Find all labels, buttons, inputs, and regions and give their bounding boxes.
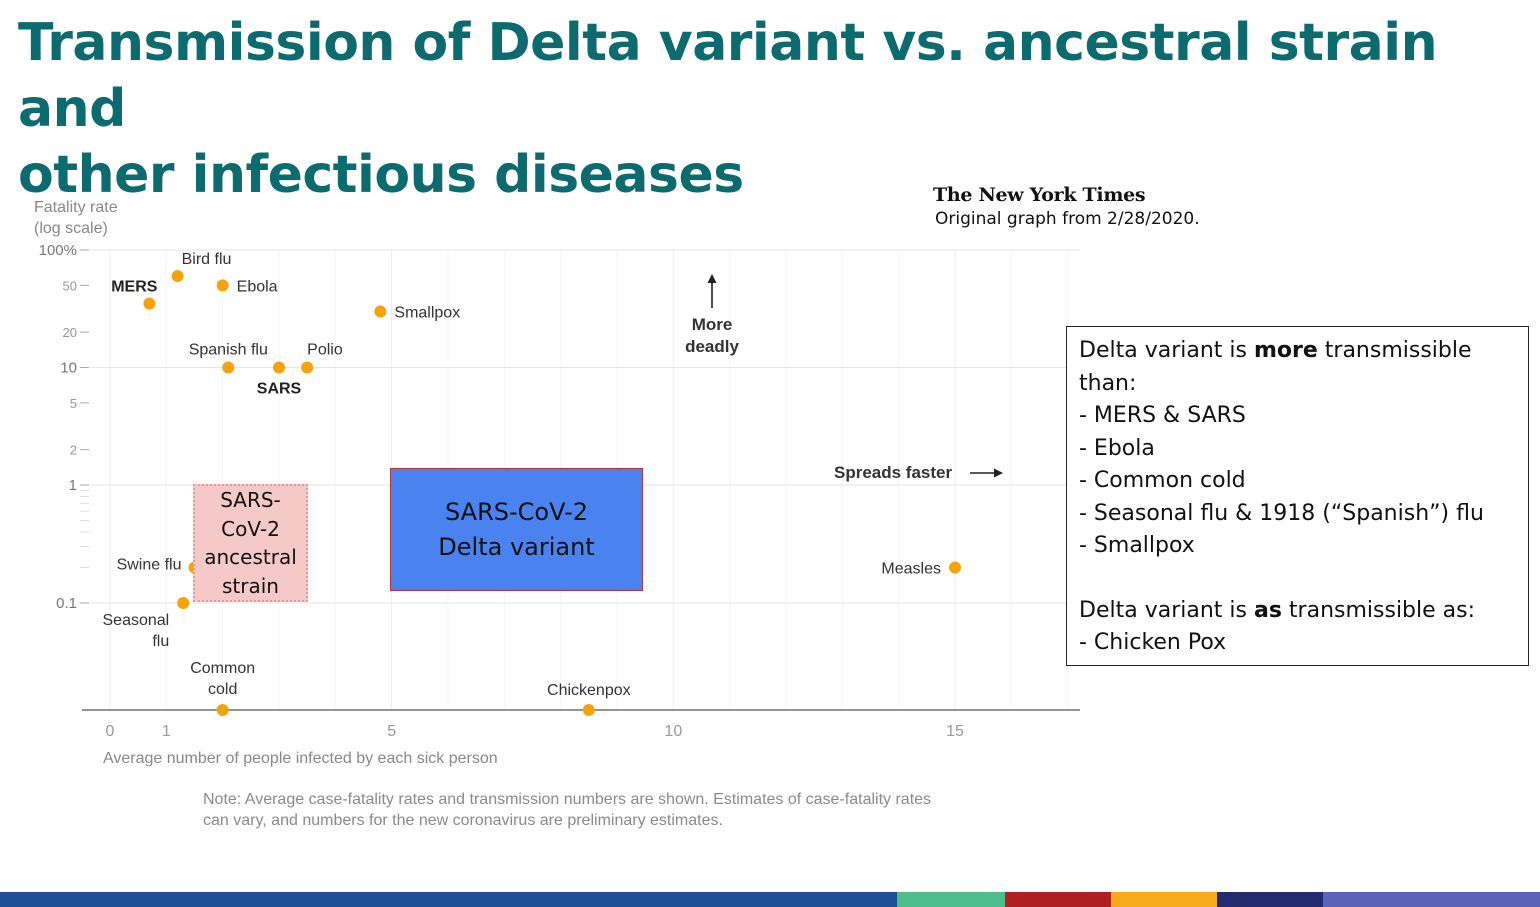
callout-text: Delta variant is xyxy=(1079,338,1254,363)
spreads-faster-annotation: Spreads faster xyxy=(834,463,1003,482)
x-tick-label: 0 xyxy=(106,723,115,740)
y-tick-label: 1 xyxy=(69,477,77,494)
y-axis-label-line-2: (log scale) xyxy=(34,220,108,237)
bottom-bar-segment xyxy=(1111,892,1217,907)
x-axis-label: Average number of people infected by eac… xyxy=(103,750,498,767)
x-tick-label: 15 xyxy=(946,723,964,740)
chart-note-line-2: can vary, and numbers for the new corona… xyxy=(203,812,723,829)
callout-emphasis-as: as xyxy=(1253,597,1282,623)
y-axis-label-line-1: Fatality rate xyxy=(34,199,118,216)
data-point-label: Measles xyxy=(881,560,941,577)
ancestral-label-line-2: CoV-2 xyxy=(221,516,280,541)
data-point-label: cold xyxy=(208,681,237,698)
chart-note: Note: Average case-fatality rates and tr… xyxy=(203,789,963,831)
source-note: Original graph from 2/28/2020. xyxy=(935,209,1200,229)
y-tick-label: 100% xyxy=(39,242,77,259)
spreads-faster-label: Spreads faster xyxy=(834,463,952,482)
data-point xyxy=(171,270,184,283)
y-tick-label: 20 xyxy=(63,325,77,340)
slide-title-line-1: Transmission of Delta variant vs. ancest… xyxy=(18,13,1438,139)
delta-variant-box: SARS-CoV-2 Delta variant xyxy=(390,468,643,591)
chart-grid xyxy=(90,249,1080,710)
data-point-label: Common xyxy=(190,660,255,677)
y-tick-label: 2 xyxy=(70,443,77,458)
callout-list-item: - Smallpox xyxy=(1079,533,1195,558)
data-point-label: flu xyxy=(152,633,169,650)
data-point xyxy=(273,361,285,374)
y-tick-label: 10 xyxy=(60,360,77,377)
callout-list-item: - Common cold xyxy=(1079,468,1246,493)
chart-note-line-1: Note: Average case-fatality rates and tr… xyxy=(203,791,932,808)
ancestral-label-line-4: strain xyxy=(222,573,279,598)
chart-points: MERS Bird flu Ebola Smallpox Spanish flu SARS… xyxy=(103,251,961,716)
callout-list-item: - MERS & SARS xyxy=(1079,403,1246,428)
ancestral-label-line-3: ancestral xyxy=(204,545,297,569)
y-tick-label: 0.1 xyxy=(56,595,77,612)
callout-line-than: than: xyxy=(1079,370,1137,396)
slide-title-line-2: other infectious diseases xyxy=(18,145,744,205)
data-point-label: Polio xyxy=(307,342,343,359)
data-point-label: SARS xyxy=(257,381,302,398)
ancestral-strain-box: SARS- CoV-2 ancestral strain xyxy=(193,484,308,602)
data-point xyxy=(177,597,190,609)
data-point-label: Swine flu xyxy=(117,556,182,573)
callout-text: transmissible as: xyxy=(1281,597,1476,623)
up-arrowhead-icon xyxy=(707,274,717,283)
delta-label-line-1: SARS-CoV-2 xyxy=(444,497,589,526)
data-point xyxy=(222,361,235,374)
callout-text: Delta variant is xyxy=(1079,597,1254,623)
callout-line-chickenpox: - Chicken Pox xyxy=(1079,630,1227,655)
more-deadly-annotation: More deadly xyxy=(685,274,739,356)
data-point xyxy=(582,704,595,716)
nyt-logo: The New York Times xyxy=(933,184,1146,206)
bottom-bar-segment xyxy=(1323,892,1540,907)
y-tick-label: 5 xyxy=(70,396,77,411)
callout-list-item: - Seasonal flu & 1918 (“Spanish”) flu xyxy=(1079,500,1484,526)
data-point xyxy=(216,279,229,292)
right-arrowhead-icon xyxy=(994,468,1003,478)
x-tick-label: 10 xyxy=(664,723,682,740)
data-point xyxy=(374,305,387,318)
callout-emphasis-more: more xyxy=(1253,338,1318,363)
data-point-label: Bird flu xyxy=(182,251,232,268)
delta-label-line-2: Delta variant xyxy=(438,532,595,561)
data-point xyxy=(143,297,156,310)
callout-text: transmissible xyxy=(1317,338,1472,363)
bottom-color-bar xyxy=(0,892,1540,907)
callout-line-more: Delta variant is more transmissible xyxy=(1079,335,1516,368)
data-point-label: Seasonal xyxy=(103,612,170,629)
more-deadly-line-2: deadly xyxy=(685,337,739,356)
callout-spacer xyxy=(1079,563,1516,595)
data-point-label: Chickenpox xyxy=(547,682,631,699)
callout-list-item: - Ebola xyxy=(1079,435,1155,461)
callout-line-as: Delta variant is as transmissible as: xyxy=(1079,595,1516,628)
delta-comparison-callout: Delta variant is more transmissible than… xyxy=(1066,326,1529,666)
bottom-bar-segment xyxy=(0,892,897,907)
bottom-bar-segment xyxy=(1217,892,1323,907)
data-point xyxy=(216,704,229,716)
x-tick-label: 1 xyxy=(162,723,171,740)
data-point-label: Ebola xyxy=(237,278,278,295)
data-point xyxy=(301,361,314,374)
bottom-bar-segment xyxy=(897,892,1005,907)
data-point-label: Smallpox xyxy=(394,304,460,321)
bottom-bar-segment xyxy=(1005,892,1111,907)
slide-title: Transmission of Delta variant vs. ancest… xyxy=(18,10,1498,208)
data-point xyxy=(949,561,961,574)
data-point-label: MERS xyxy=(111,279,158,296)
ancestral-label-line-1: SARS- xyxy=(220,488,281,512)
more-deadly-line-1: More xyxy=(692,315,733,334)
y-tick-label: 50 xyxy=(63,278,77,293)
x-tick-label: 5 xyxy=(387,723,396,740)
data-point-label: Spanish flu xyxy=(189,342,268,359)
